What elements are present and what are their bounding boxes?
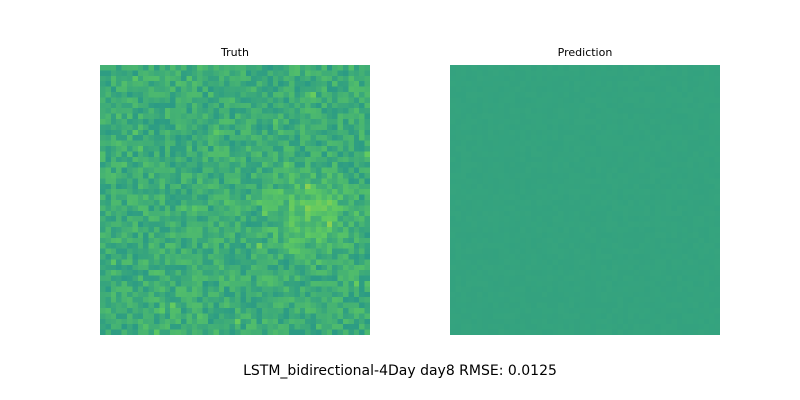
panel-title-prediction: Prediction [557, 46, 613, 59]
truth-heatmap [100, 65, 370, 335]
prediction-heatmap [450, 65, 720, 335]
figure-suptitle: LSTM_bidirectional-4Day day8 RMSE: 0.012… [243, 363, 557, 379]
panel-title-truth: Truth [221, 46, 249, 59]
